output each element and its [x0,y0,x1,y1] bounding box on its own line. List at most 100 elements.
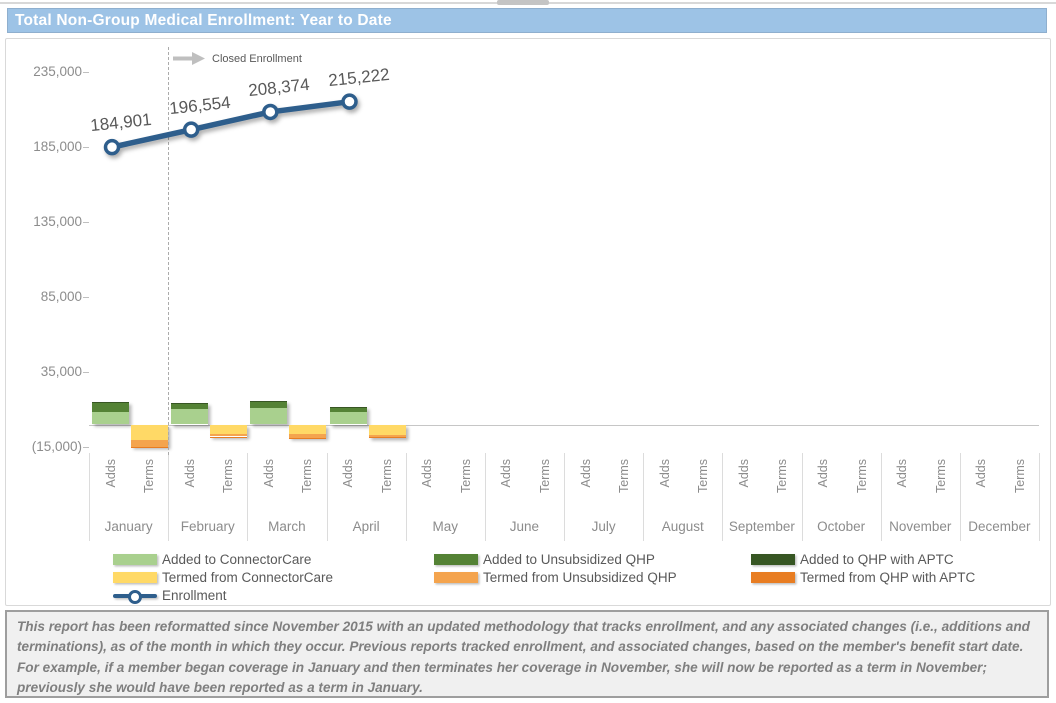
adds-bar [329,406,367,425]
enrollment-data-label: 184,901 [89,109,153,136]
closed-enrollment-annotation: Closed Enrollment [173,52,302,65]
bar-segment [368,434,406,438]
adds-bar [92,401,129,425]
legend-color-swatch [434,554,478,565]
terms-bar [131,424,168,448]
page-top-tab-decoration [497,0,549,5]
legend-item-label: Termed from Unsubsidized QHP [483,570,677,585]
closed-enrollment-divider-line [168,47,169,455]
closed-enrollment-label: Closed Enrollment [212,52,302,65]
legend-item: Termed from ConnectorCare [113,569,333,586]
x-axis-month-label: July [591,519,616,534]
bar-segment [289,424,327,435]
right-arrow-icon [173,52,205,65]
y-axis-tick-label: 135,000 [33,214,82,229]
report-title: Total Non-Group Medical Enrollment: Year… [15,11,392,29]
legend-item: Termed from QHP with APTC [751,569,975,586]
x-axis-month-label: November [889,519,952,534]
enrollment-data-label: 208,374 [247,74,311,101]
x-axis-terms-label: Terms [933,459,948,494]
bar-segment [329,406,367,408]
y-axis-tick-label: 35,000 [40,364,82,379]
bar-segment [171,403,209,410]
y-axis-tick-mark [83,72,89,73]
x-axis-terms-label: Terms [379,459,394,494]
legend-item: Added to ConnectorCare [113,551,333,568]
legend-column: Added to ConnectorCare Termed from Connec… [113,551,333,604]
legend-color-swatch [751,572,795,583]
legend-color-swatch [434,572,478,583]
x-axis-adds-label: Adds [182,459,197,488]
legend-color-swatch [751,554,795,565]
legend-line-circle-marker [128,589,142,604]
legend-item-label: Enrollment [162,588,227,603]
bar-segment [210,433,248,437]
x-axis-month-label: December [968,519,1031,534]
adds-bar [171,402,209,425]
x-axis-terms-label: Terms [537,459,552,494]
month-separator-line [801,453,803,541]
x-axis-month-label: February [180,519,235,534]
bar-segment [368,424,406,435]
x-axis-adds-label: Adds [420,459,435,488]
bar-segment [250,400,288,403]
y-axis-tick-mark [83,147,89,148]
x-axis-month-label: September [728,519,795,534]
x-axis-adds-label: Adds [499,459,514,488]
month-separator-line [405,453,407,541]
bar-segment [131,446,168,448]
x-axis-adds-label: Adds [103,459,118,488]
terms-bar [289,424,327,439]
legend-item: Enrollment [113,587,333,604]
x-axis-adds-label: Adds [816,459,830,488]
x-axis-adds-label: Adds [578,459,593,488]
legend-color-swatch [113,554,157,565]
month-separator-line [1039,453,1040,541]
month-separator-line [168,453,170,541]
zero-axis-line [89,424,1039,426]
terms-bar [210,424,248,437]
enrollment-marker [182,121,200,138]
month-separator-line [484,453,486,541]
x-axis-terms-label: Terms [617,459,631,494]
x-axis-terms-label: Terms [696,459,711,494]
y-axis-tick-mark [83,372,89,373]
x-axis-month-label: January [104,519,153,534]
x-axis-adds-label: Adds [895,459,910,488]
month-separator-line [959,453,961,541]
x-axis-terms-label: Terms [854,459,869,494]
x-axis-adds-label: Adds [261,459,276,488]
terms-bar [368,424,406,438]
legend-item: Termed from Unsubsidized QHP [434,569,677,586]
month-separator-line [880,453,882,541]
x-axis-terms-label: Terms [1012,459,1027,494]
enrollment-data-label: 215,222 [326,64,390,90]
month-separator-line [722,453,724,541]
y-axis-tick-label: 235,000 [33,64,82,79]
legend-item: Added to Unsubsidized QHP [434,551,677,568]
legend-column: Added to QHP with APTC Termed from QHP wi… [751,551,975,586]
x-axis-adds-label: Adds [736,459,751,488]
month-separator-line [89,453,90,541]
legend-item-label: Termed from QHP with APTC [800,570,976,585]
methodology-note-text: This report has been reformatted since N… [17,619,1030,696]
enrollment-marker [103,138,121,156]
legend-item-label: Added to Unsubsidized QHP [483,552,655,567]
y-axis-tick-label: (15,000) [31,439,82,454]
month-separator-line [326,453,328,541]
x-axis-adds-label: Adds [657,459,672,488]
month-separator-line [247,453,249,541]
legend-column: Added to Unsubsidized QHP Termed from Uns… [434,551,677,586]
bar-segment [131,440,168,447]
legend-item: Added to QHP with APTC [751,551,975,568]
bar-segment [250,402,288,409]
y-axis-tick-label: 85,000 [40,289,82,304]
x-axis-terms-label: Terms [221,459,236,494]
x-axis-terms-label: Terms [458,459,473,494]
x-axis-month-label: August [661,519,704,534]
legend-item-label: Added to QHP with APTC [800,552,954,567]
x-axis-terms-label: Terms [142,459,156,494]
bar-segment [92,411,129,425]
x-axis-month-label: April [352,519,380,534]
legend-item-label: Termed from ConnectorCare [162,570,334,585]
